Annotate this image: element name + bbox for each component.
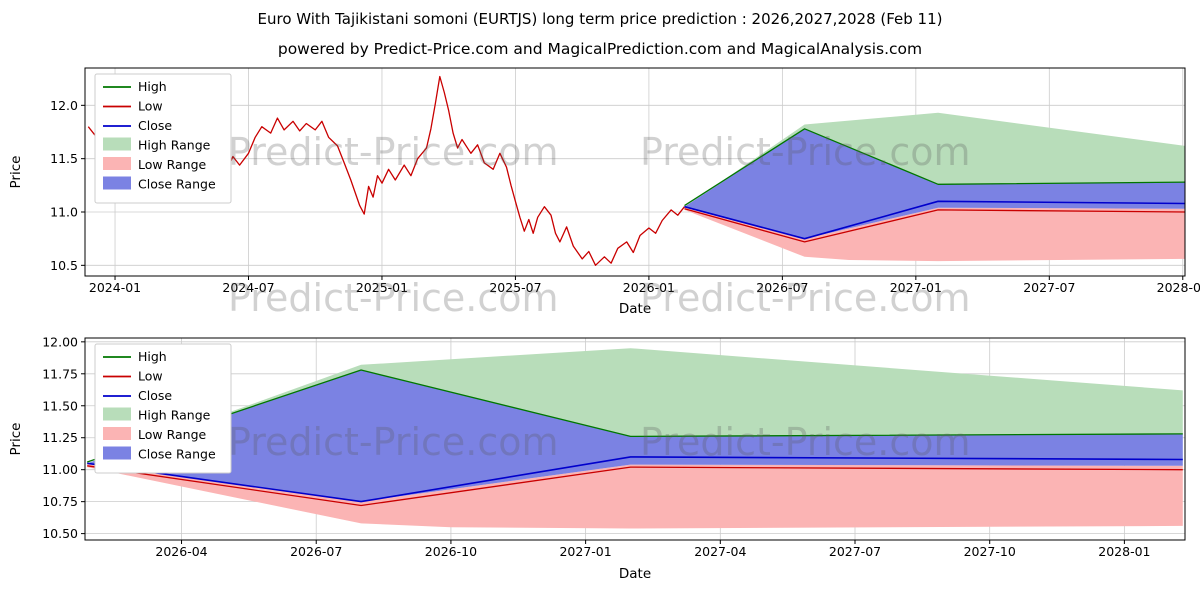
legend-label: Low Range [138,157,207,172]
high-range-band [684,112,1185,207]
x-tick-label: 2027-07 [1023,280,1075,295]
x-tick-label: 2025-07 [489,280,541,295]
x-axis-label: Date [619,301,651,317]
legend-patch-sample [103,446,131,460]
x-tick-label: 2028-01 [1157,280,1200,295]
price-history-chart: 2024-01 2024-07 2025-01 2025-07 2026-01 2026-… [8,67,1200,317]
y-tick-label: 11.50 [42,398,78,413]
x-tick-label: 2024-01 [89,280,141,295]
high-forecast-line [684,128,1185,207]
x-tick-label: 2027-04 [694,544,746,559]
legend-label: Low [138,369,163,384]
plot-border [84,67,1186,277]
legend-label: High [138,79,167,94]
legend-label: High Range [138,408,211,423]
legend-patch-sample [103,157,131,170]
plot-border [84,337,1186,541]
legend-patch-sample [103,137,131,151]
legend-label: High Range [138,138,211,153]
x-tick-label: 2024-07 [222,280,274,295]
x-tick-label: 2026-07 [756,280,808,295]
y-axis-label: Price [8,156,24,189]
legend-label: Close [138,388,172,403]
legend-label: Low [138,99,163,114]
range-bands [684,112,1185,262]
x-tick-label: 2027-01 [890,280,942,295]
page-title: Euro With Tajikistani somoni (EURTJS) lo… [257,10,943,28]
x-tick-label: 2027-10 [964,544,1016,559]
y-tick-label: 10.75 [42,494,78,509]
y-tick-label: 12.00 [42,334,78,349]
y-tick-label: 11.75 [42,366,78,381]
low-forecast-line [87,465,1183,507]
y-tick-label: 11.25 [42,430,78,445]
legend-label: Close [138,118,172,133]
close-range-band [684,128,1185,239]
x-tick-label: 2025-01 [356,280,408,295]
legend-label: Close Range [138,447,216,462]
legend-patch-sample [103,176,131,190]
legend-label: High [138,349,167,364]
legend-label: Close Range [138,177,216,192]
x-tick-label: 2026-01 [623,280,675,295]
close-range-band [87,370,1183,502]
close-forecast-line [684,200,1185,240]
x-tick-label: 2026-10 [425,544,477,559]
close-forecast-line [87,456,1183,503]
page-subtitle: powered by Predict-Price.com and Magical… [277,40,923,58]
x-tick-label: 2026-04 [155,544,207,559]
legend-patch-sample [103,427,131,440]
y-tick-label: 11.0 [50,205,78,220]
low-forecast-line [684,208,1185,243]
prediction-zoom-chart: 2026-04 2026-07 2026-10 2027-01 2027-04 2027-… [8,334,1186,582]
legend: High Low Close High Range Low Range Close Ran… [94,73,232,204]
x-tick-label: 2027-01 [559,544,611,559]
y-tick-label: 11.5 [50,151,78,166]
x-axis-label: Date [619,566,651,582]
y-tick-label: 10.5 [50,258,78,273]
legend: High Low Close High Range Low Range Close Ran… [94,343,232,474]
tick-labels: 2024-01 2024-07 2025-01 2025-07 2026-01 2026-… [50,98,1200,295]
tick-labels: 2026-04 2026-07 2026-10 2027-01 2027-04 2027-… [42,334,1150,559]
low-range-band [684,206,1185,262]
legend-label: Low Range [138,427,207,442]
legend-patch-sample [103,407,131,421]
y-axis-label: Price [8,423,24,456]
x-tick-label: 2028-01 [1098,544,1150,559]
x-tick-label: 2026-07 [290,544,342,559]
low-range-band [87,463,1183,529]
x-tick-label: 2027-07 [829,544,881,559]
y-tick-label: 11.00 [42,462,78,477]
y-tick-label: 10.50 [42,526,78,541]
y-tick-label: 12.0 [50,98,78,113]
